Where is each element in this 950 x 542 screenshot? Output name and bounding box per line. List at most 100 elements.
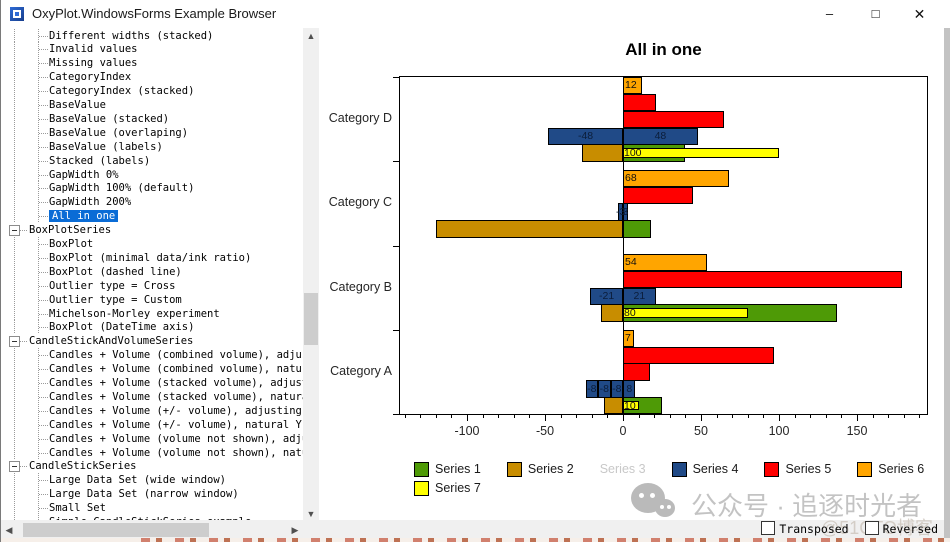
minimize-button[interactable]: – (825, 6, 834, 21)
reversed-label: Reversed (882, 522, 938, 536)
tree-item[interactable]: BaseValue (labels) (1, 139, 303, 154)
reversed-checkbox[interactable]: Reversed (864, 521, 938, 536)
tree-item[interactable]: All in one (1, 209, 303, 224)
tree-item[interactable]: Candles + Volume (stacked volume), adjus… (1, 376, 303, 390)
bar-segment (601, 304, 623, 322)
tree-item[interactable]: BaseValue (1, 98, 303, 112)
tree-item[interactable]: Stacked (labels) (1, 153, 303, 168)
legend-item: Series 6 (857, 460, 924, 478)
tree-item[interactable]: Large Data Set (narrow window) (1, 487, 303, 502)
bar-segment (585, 380, 599, 398)
x-axis-tick-label: 50 (694, 424, 708, 438)
tree-node[interactable]: CandleStickAndVolumeSeries (1, 334, 303, 349)
tree-item[interactable]: BoxPlot (minimal data/ink ratio) (1, 250, 303, 265)
collapse-icon[interactable] (9, 225, 20, 237)
tree-horizontal-scrollbar[interactable]: ◀ ▶ (1, 522, 303, 538)
maximize-button[interactable]: □ (871, 6, 880, 21)
bar-label: 21 (633, 290, 646, 303)
scroll-left-icon[interactable]: ◀ (5, 525, 13, 535)
tree-item-label: Simple CandleStickSeries example (49, 516, 252, 522)
legend-swatch-icon (671, 461, 687, 477)
tree-item[interactable]: Invalid values (1, 42, 303, 57)
bar-segment (623, 203, 628, 221)
window-title: OxyPlot.WindowsForms Example Browser (32, 6, 277, 21)
scroll-down-icon[interactable]: ▼ (306, 509, 316, 519)
legend-swatch-icon (764, 461, 780, 477)
scroll-up-icon[interactable]: ▲ (306, 31, 316, 41)
legend-swatch-icon (506, 461, 522, 477)
tree-item[interactable]: GapWidth 200% (1, 195, 303, 210)
tree-item[interactable]: CategoryIndex (stacked) (1, 84, 303, 99)
tree-item-label: Candles + Volume (volume not shown), nat… (49, 446, 303, 459)
tree-item[interactable]: BoxPlot (1, 237, 303, 251)
tree-item[interactable]: Small Set (1, 501, 303, 516)
tree-item[interactable]: BoxPlot (dashed line) (1, 264, 303, 279)
tree-item[interactable]: Candles + Volume (stacked volume), natur… (1, 389, 303, 404)
x-axis-minor-tick (732, 414, 734, 418)
horizontal-scroll-thumb[interactable] (23, 523, 209, 537)
category-axis-label: Category C (328, 195, 392, 210)
tree-item[interactable]: BaseValue (stacked) (1, 111, 303, 126)
tree-item[interactable]: BaseValue (overlaping) (1, 125, 303, 140)
tree-item[interactable]: CategoryIndex (1, 70, 303, 85)
scroll-right-icon[interactable]: ▶ (291, 525, 299, 535)
x-axis-minor-tick (420, 414, 422, 418)
example-tree[interactable]: Different widths (stacked) Invalid values… (1, 28, 303, 522)
x-axis-minor-tick (607, 414, 609, 418)
y-axis-tick (393, 161, 400, 163)
x-axis-major-tick (779, 414, 780, 421)
tree-vertical-scrollbar[interactable]: ▲ ▼ (303, 28, 319, 522)
tree-item[interactable]: Outlier type = Custom (1, 292, 303, 307)
tree-item-label: GapWidth 100% (default) (49, 182, 195, 195)
tree-item[interactable]: Different widths (stacked) (1, 28, 303, 43)
legend-item: Series 5 (764, 460, 831, 478)
tree-item[interactable]: Michelson-Morley experiment (1, 306, 303, 321)
tree-item[interactable]: Candles + Volume (combined volume), adju… (1, 348, 303, 363)
bar-label: 48 (654, 129, 667, 142)
tree-item-label: BaseValue (stacked) (49, 112, 170, 125)
bar-segment (604, 397, 623, 415)
tree-node[interactable]: BoxPlotSeries (1, 223, 303, 238)
x-axis-tick-label: 150 (846, 424, 868, 438)
bar-segment (548, 127, 623, 145)
bar-segment (582, 144, 623, 162)
tree-item[interactable]: Candles + Volume (combined volume), natu… (1, 362, 303, 377)
tree-item-label: Michelson-Morley experiment (49, 307, 220, 320)
bar-label: 68 (625, 172, 637, 185)
bar-segment (590, 287, 623, 305)
tree-item[interactable]: Large Data Set (wide window) (1, 473, 303, 488)
close-button[interactable]: ✕ (913, 6, 926, 22)
vertical-scroll-thumb[interactable] (304, 293, 318, 345)
tree-item[interactable]: Simple CandleStickSeries example (1, 515, 303, 522)
collapse-icon[interactable] (9, 461, 20, 473)
plot-area[interactable]: -100 -50 0 50 100 150 Category D Category C Cate… (329, 76, 928, 438)
tree-item[interactable]: Outlier type = Cross (1, 278, 303, 293)
bar-label: 8 (626, 382, 633, 395)
tree-item[interactable]: GapWidth 100% (default) (1, 181, 303, 196)
tree-node[interactable]: CandleStickSeries (1, 459, 303, 474)
tree-item[interactable]: Candles + Volume (+/- volume), adjusting… (1, 403, 303, 418)
x-axis-minor-tick (591, 414, 593, 418)
tree-item[interactable]: Candles + Volume (volume not shown), adj… (1, 431, 303, 446)
transposed-checkbox[interactable]: Transposed (761, 521, 849, 536)
transposed-label: Transposed (779, 522, 849, 536)
tree-item[interactable]: Candles + Volume (volume not shown), nat… (1, 445, 303, 460)
x-axis-major-tick (467, 414, 468, 421)
tree-item-label: Small Set (49, 502, 106, 515)
tree-item-label: CandleStickSeries (29, 460, 137, 473)
tree-item-label: BaseValue (49, 99, 106, 111)
legend-label: Series 2 (527, 462, 574, 476)
bar-label: 7 (625, 332, 631, 345)
chart-title: All in one (625, 40, 702, 59)
background-window-sliver (1, 538, 950, 542)
transposed-checkbox-box[interactable] (761, 521, 776, 535)
tree-item[interactable]: GapWidth 0% (1, 167, 303, 182)
collapse-icon[interactable] (9, 336, 20, 348)
tree-item[interactable]: Candles + Volume (+/- volume), natural Y… (1, 417, 303, 432)
tree-item[interactable]: Missing values (1, 56, 303, 71)
tree-item-label: Large Data Set (narrow window) (49, 488, 239, 501)
reversed-checkbox-box[interactable] (864, 521, 879, 535)
tree-item-label: BoxPlot (dashed line) (49, 265, 182, 278)
tree-item[interactable]: BoxPlot (DateTime axis) (1, 320, 303, 335)
bar-label: 12 (625, 79, 637, 92)
